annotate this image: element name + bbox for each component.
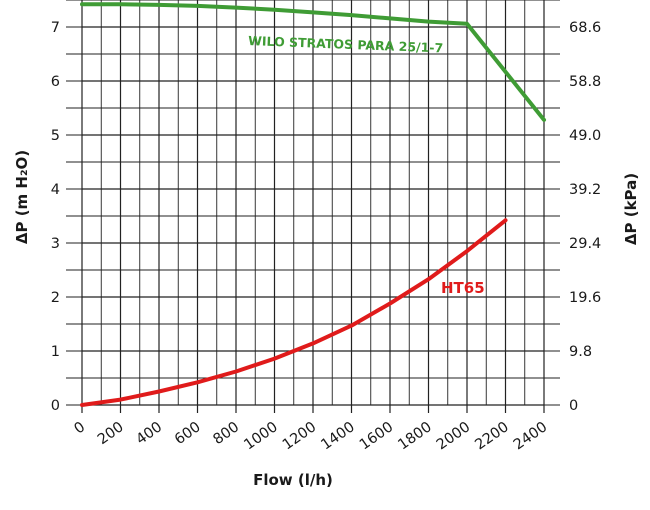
x-tick-label: 1400: [318, 419, 357, 453]
y-tick-label-right: 58.8: [569, 74, 601, 90]
series-line-ht65: [80, 218, 508, 407]
y-tick-label-right: 19.6: [569, 290, 601, 306]
x-tick-label: 2000: [434, 419, 473, 453]
x-tick-label: 1000: [241, 419, 280, 453]
grid: [66, 0, 560, 413]
y-axis-title-left: ΔP (m H₂O): [13, 150, 31, 244]
y-tick-label-right: 49.0: [569, 128, 601, 144]
x-tick-label: 800: [210, 419, 242, 448]
x-tick-label: 2200: [472, 419, 511, 453]
y-tick-label-right: 29.4: [569, 236, 601, 252]
y-tick-label-left: 2: [51, 290, 60, 306]
x-tick-label: 0: [72, 419, 89, 437]
y-tick-label-right: 39.2: [569, 182, 601, 198]
series-line-wilo-stratos: [80, 2, 546, 122]
y-tick-label-left: 0: [51, 398, 60, 414]
x-tick-label: 400: [133, 419, 165, 448]
x-axis-title: Flow (l/h): [253, 471, 333, 489]
y-tick-label-right: 9.8: [569, 344, 592, 360]
x-tick-label: 600: [172, 419, 204, 448]
series-label-ht65: HT65: [441, 279, 485, 297]
y-axis-title-right: ΔP (kPa): [622, 173, 640, 245]
y-tick-label-left: 7: [51, 20, 60, 36]
y-tick-label-left: 1: [51, 344, 60, 360]
x-tick-label: 1600: [357, 419, 396, 453]
y-tick-label-left: 6: [51, 74, 60, 90]
x-tick-label: 1200: [280, 419, 319, 453]
y-tick-label-left: 4: [51, 182, 60, 198]
tick-labels: 0 200 400 600 800 1000 1200 1400 1600 1800 2000 220…: [51, 20, 602, 453]
series-layer: [80, 2, 546, 407]
y-tick-label-left: 3: [51, 236, 60, 252]
x-tick-label: 2400: [511, 419, 550, 453]
y-tick-label-right: 68.6: [569, 20, 601, 36]
series-label-wilo-stratos: WILO STRATOS PARA 25/1-7: [248, 33, 444, 55]
x-tick-label: 200: [95, 419, 127, 448]
y-tick-label-right: 0: [569, 398, 578, 414]
y-tick-label-left: 5: [51, 128, 60, 144]
x-tick-label: 1800: [395, 419, 434, 453]
